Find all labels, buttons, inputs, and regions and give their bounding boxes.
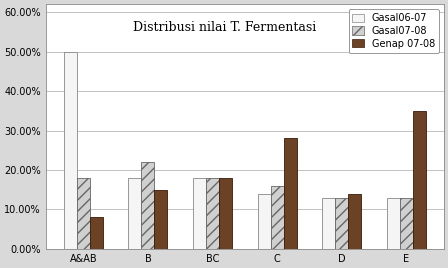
- Bar: [129, 178, 142, 249]
- Bar: [90, 217, 103, 249]
- Bar: [413, 111, 426, 249]
- Bar: [348, 194, 361, 249]
- Bar: [64, 51, 77, 249]
- Bar: [206, 178, 219, 249]
- Bar: [335, 198, 348, 249]
- Bar: [400, 198, 413, 249]
- Bar: [258, 194, 271, 249]
- Bar: [271, 186, 284, 249]
- Legend: Gasal06-07, Gasal07-08, Genap 07-08: Gasal06-07, Gasal07-08, Genap 07-08: [349, 9, 439, 53]
- Bar: [155, 190, 167, 249]
- Bar: [77, 178, 90, 249]
- Bar: [142, 162, 155, 249]
- Bar: [193, 178, 206, 249]
- Bar: [219, 178, 232, 249]
- Bar: [387, 198, 400, 249]
- Bar: [323, 198, 335, 249]
- Bar: [284, 138, 297, 249]
- Text: Distribusi nilai T. Fermentasi: Distribusi nilai T. Fermentasi: [133, 21, 317, 34]
